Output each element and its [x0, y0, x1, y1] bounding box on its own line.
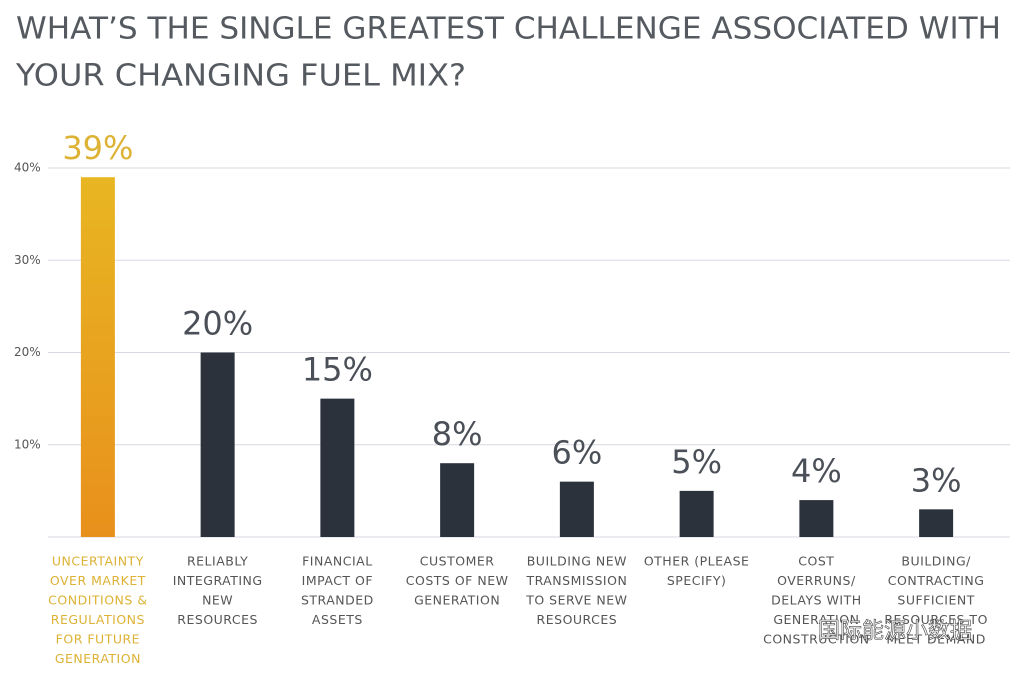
- x-tick-label: BUILDING NEW: [527, 554, 627, 569]
- value-label: 4%: [791, 452, 842, 490]
- x-tick-label: GENERATION: [55, 651, 141, 666]
- x-tick-label: GENERATION: [773, 612, 859, 627]
- y-tick-label: 20%: [14, 345, 41, 359]
- x-tick-label: BUILDING/: [901, 554, 971, 569]
- x-tick-label: CONTRACTING: [888, 573, 985, 588]
- bar: [919, 509, 954, 537]
- x-tick-label: STRANDED: [301, 593, 374, 608]
- value-label: 20%: [182, 305, 253, 343]
- x-tick-label: REGULATIONS: [51, 612, 145, 627]
- x-tick-label: DELAYS WITH: [771, 593, 861, 608]
- x-tick-label: COST: [798, 554, 834, 569]
- x-tick-label: MEET DEMAND: [886, 632, 986, 647]
- value-label: 15%: [302, 351, 373, 389]
- bar: [440, 463, 475, 537]
- x-tick-label: FOR FUTURE: [56, 632, 140, 647]
- x-tick-label: CONSTRUCTION: [763, 632, 870, 647]
- x-tick-label: INTEGRATING: [173, 573, 263, 588]
- bar: [559, 481, 594, 537]
- chart-title: YOUR CHANGING FUEL MIX?: [15, 59, 466, 94]
- x-tick-label: RESOURCES TO: [884, 612, 988, 627]
- value-label: 6%: [551, 434, 602, 472]
- x-tick-label: TO SERVE NEW: [525, 593, 627, 608]
- x-tick-label: SUFFICIENT: [897, 593, 974, 608]
- value-label: 8%: [432, 415, 483, 453]
- watermark: 国际能源小数据: [818, 619, 972, 644]
- bar: [200, 352, 235, 537]
- x-tick-label: OTHER (PLEASE: [644, 554, 750, 569]
- y-tick-label: 30%: [14, 253, 41, 267]
- x-tick-label: NEW: [202, 593, 233, 608]
- x-tick-label: IMPACT OF: [302, 573, 373, 588]
- x-tick-label: COSTS OF NEW: [406, 573, 509, 588]
- bar: [679, 490, 714, 537]
- y-tick-label: 40%: [14, 161, 41, 175]
- x-tick-label: CUSTOMER: [420, 554, 495, 569]
- x-tick-label: TRANSMISSION: [525, 573, 627, 588]
- chart-title: WHAT’S THE SINGLE GREATEST CHALLENGE ASS…: [16, 12, 1001, 47]
- x-tick-label: RESOURCES: [177, 612, 258, 627]
- value-label: 39%: [62, 129, 133, 167]
- x-tick-label: UNCERTAINTY: [52, 554, 144, 569]
- x-tick-label: CONDITIONS &: [48, 593, 147, 608]
- x-tick-label: RELIABLY: [187, 554, 248, 569]
- bar: [80, 177, 115, 537]
- value-label: 3%: [911, 461, 962, 499]
- x-tick-label: RESOURCES: [537, 612, 618, 627]
- y-tick-label: 10%: [14, 437, 41, 451]
- x-tick-label: FINANCIAL: [302, 554, 373, 569]
- bar: [320, 398, 355, 537]
- x-tick-label: SPECIFY): [667, 573, 727, 588]
- value-label: 5%: [671, 443, 722, 481]
- x-tick-label: OVER MARKET: [50, 573, 146, 588]
- bar: [799, 500, 834, 537]
- x-tick-label: ASSETS: [312, 612, 363, 627]
- x-tick-label: GENERATION: [414, 593, 500, 608]
- x-tick-label: OVERRUNS/: [777, 573, 856, 588]
